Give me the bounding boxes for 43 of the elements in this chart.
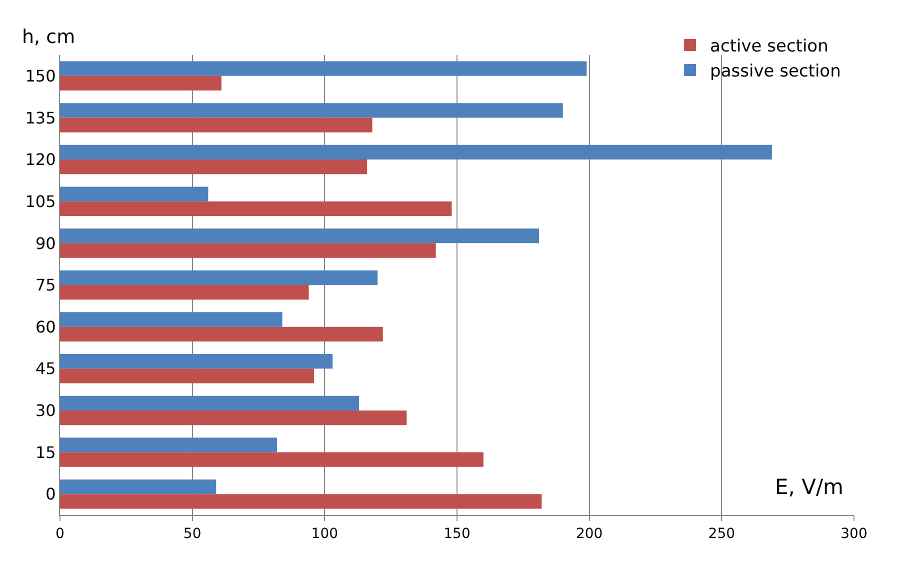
bar: [60, 76, 222, 91]
y-tick-label: 105: [25, 192, 56, 211]
bar: [60, 312, 282, 327]
x-axis-title: E, V/m: [775, 475, 844, 499]
bar: [60, 186, 208, 202]
y-tick-label: 15: [35, 442, 56, 462]
bar: [60, 243, 436, 258]
bar: [60, 396, 360, 410]
y-tick-label: 60: [35, 317, 56, 336]
bar: [60, 118, 372, 132]
y-axis-title: h, cm: [22, 26, 76, 48]
bar: [60, 438, 278, 452]
y-tick-label: 135: [25, 108, 56, 128]
y-tick-label: 150: [25, 66, 56, 86]
y-tick-label: 90: [35, 234, 56, 253]
bar: [60, 285, 309, 300]
y-tick-label: 0: [46, 484, 56, 504]
x-tick-label: 50: [183, 526, 202, 542]
x-tick-label: 250: [708, 526, 736, 542]
x-tick-label: 200: [576, 526, 603, 542]
bar: [60, 103, 563, 118]
y-tick-label: 45: [35, 359, 56, 378]
bar: [60, 160, 368, 174]
bar: [60, 368, 314, 384]
legend-label: passive section: [710, 62, 841, 82]
bar: [60, 201, 452, 216]
legend-label: active section: [710, 36, 828, 57]
bar: [60, 410, 407, 426]
bar: [60, 479, 216, 494]
bar: [60, 354, 333, 369]
bar: [60, 144, 772, 160]
bar: [60, 228, 540, 244]
y-tick-label: 75: [35, 276, 56, 295]
y-tick-label: 30: [35, 401, 56, 420]
bar: [60, 326, 383, 342]
y-tick-label: 120: [25, 150, 56, 170]
bar: [60, 452, 484, 467]
bar: [60, 494, 542, 509]
bar: [60, 270, 378, 285]
x-tick-label: 150: [444, 526, 470, 542]
x-tick-label: 100: [311, 526, 338, 542]
bar: [60, 61, 587, 76]
x-tick-label: 300: [840, 526, 868, 542]
